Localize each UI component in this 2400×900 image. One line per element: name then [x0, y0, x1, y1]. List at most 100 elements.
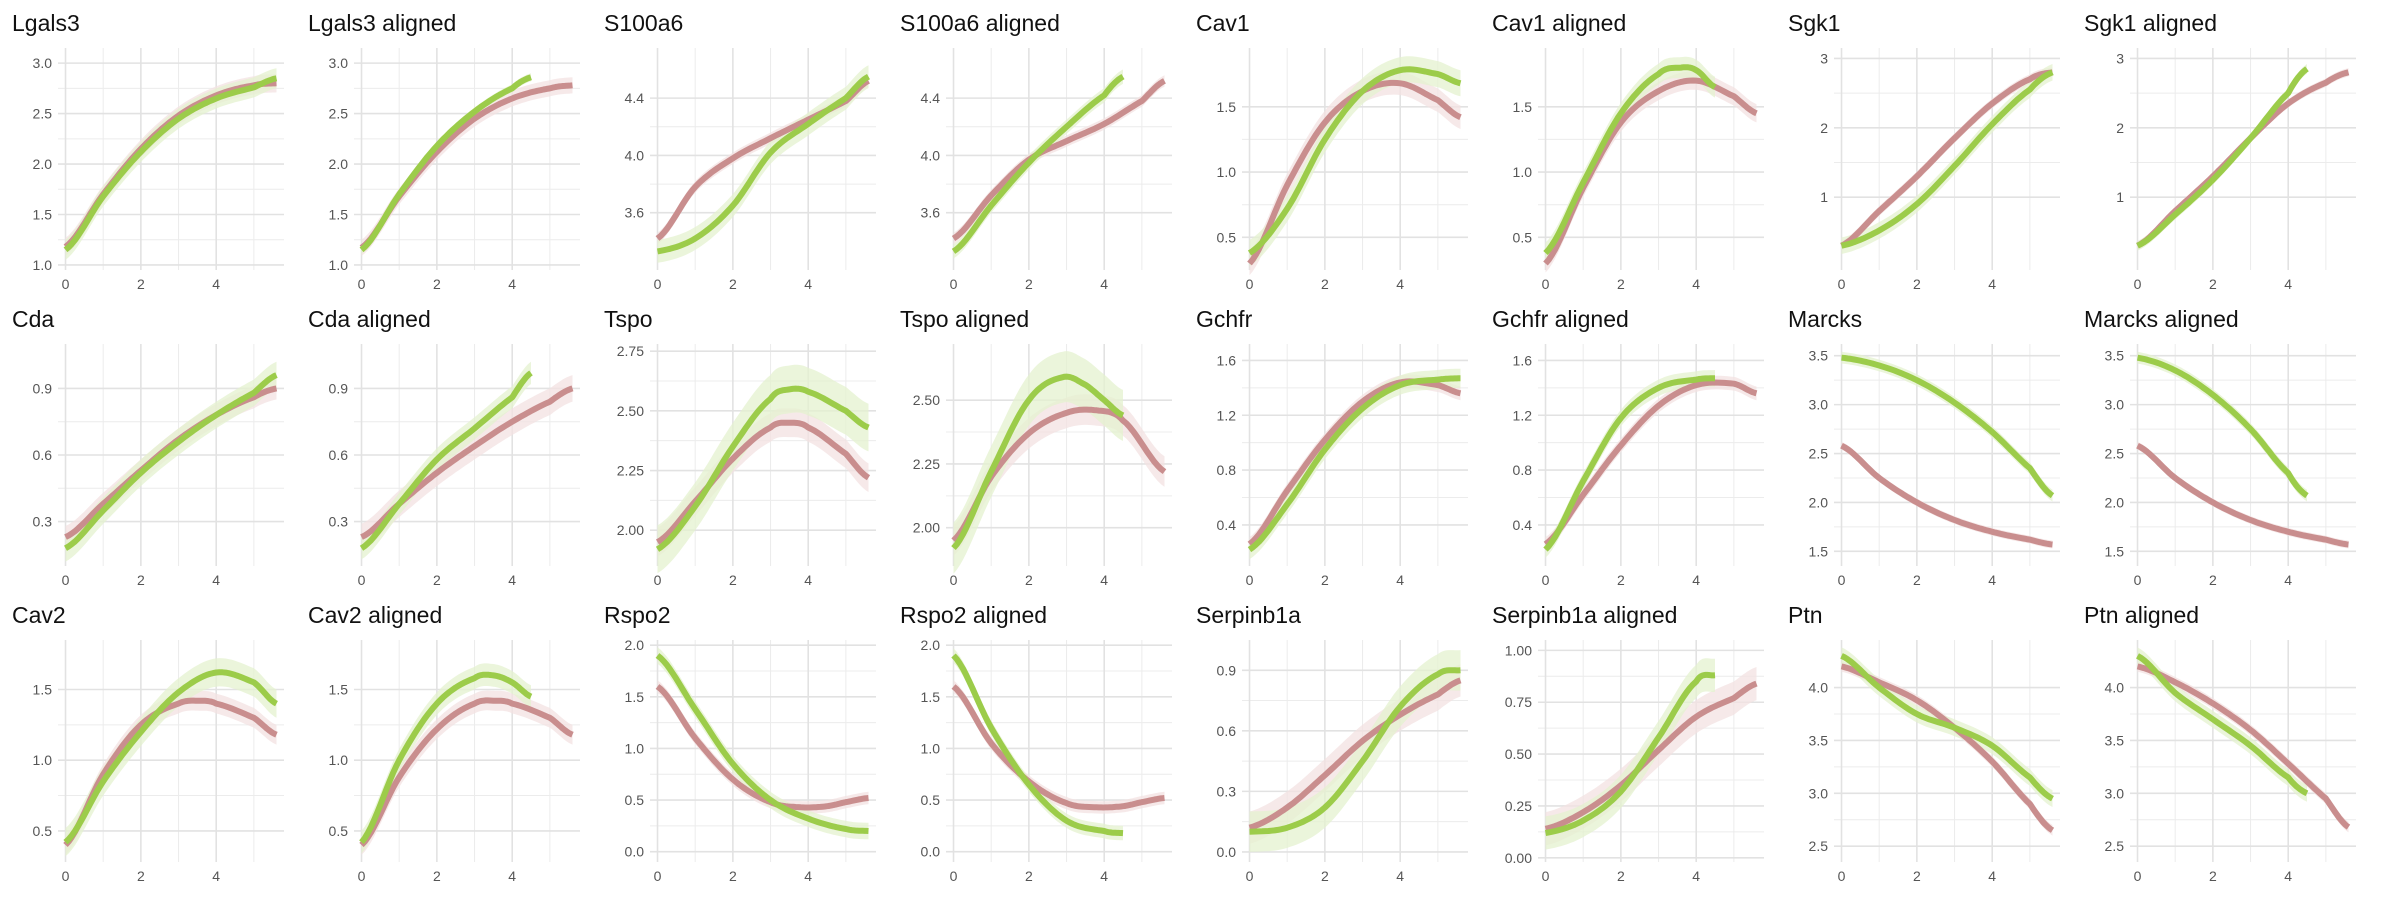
series-line-pink — [1840, 663, 2055, 833]
y-tick-label: 1.5 — [1809, 543, 1829, 559]
chart-panel: Tspo aligned 0 2 4 2.00 2.25 2.50 — [888, 296, 1182, 591]
x-tick-label: 0 — [1838, 276, 1846, 292]
x-tick-label: 4 — [2284, 276, 2292, 292]
series-line-green — [64, 372, 278, 551]
y-tick-label: 2.0 — [921, 637, 941, 653]
x-tick-label: 2 — [729, 868, 737, 884]
y-tick-label: 3.6 — [921, 205, 941, 221]
y-tick-label: 0.5 — [1217, 229, 1237, 245]
series-line-green — [1840, 653, 2054, 802]
y-tick-label: 2.5 — [2105, 446, 2125, 462]
y-tick-label: 1.0 — [33, 752, 53, 768]
chart-panel: Gchfr 0 2 4 0.4 0.8 1.2 1.6 — [1184, 296, 1478, 591]
x-tick-label: 0 — [1838, 572, 1846, 588]
y-tick-label: 2.0 — [625, 637, 645, 653]
y-tick-label: 0.00 — [1505, 850, 1532, 866]
y-tick-label: 0.8 — [1217, 462, 1237, 478]
y-tick-label: 2 — [2116, 120, 2124, 136]
y-tick-label: 3.0 — [1809, 397, 1829, 413]
series-line-pink — [359, 697, 574, 848]
chart-panel: Marcks aligned 0 2 4 1.5 2.0 2.5 3.0 3.5 — [2072, 296, 2366, 591]
confidence-band-pink — [65, 74, 277, 256]
chart-svg: 0 2 4 1.0 1.5 2.0 2.5 3.0 — [329, 48, 580, 292]
chart-svg: 0 2 4 2.5 3.0 3.5 4.0 — [2105, 640, 2356, 884]
x-tick-label: 4 — [1396, 572, 1404, 588]
series-line-pink — [1543, 379, 1758, 547]
x-tick-label: 4 — [1396, 868, 1404, 884]
x-tick-label: 4 — [212, 572, 220, 588]
y-tick-label: 1.6 — [1217, 352, 1237, 368]
x-tick-label: 0 — [62, 276, 70, 292]
y-tick-label: 2.00 — [913, 520, 940, 536]
confidence-band-green — [953, 648, 1123, 841]
x-tick-label: 0 — [654, 276, 662, 292]
y-tick-label: 0.9 — [329, 380, 349, 396]
x-tick-label: 0 — [358, 868, 366, 884]
series-line-pink — [63, 80, 278, 250]
x-tick-label: 4 — [1988, 572, 1996, 588]
x-tick-label: 4 — [804, 572, 812, 588]
x-tick-label: 2 — [433, 276, 441, 292]
x-tick-label: 2 — [433, 572, 441, 588]
chart-svg: 0 2 4 1.5 2.0 2.5 3.0 3.5 — [1809, 344, 2060, 588]
chart-title: Cav2 — [12, 602, 66, 628]
series-line-pink — [359, 82, 574, 251]
series-line-green — [2136, 354, 2309, 499]
x-tick-label: 2 — [137, 572, 145, 588]
x-tick-label: 0 — [2134, 572, 2142, 588]
series-line-pink — [63, 697, 278, 848]
y-tick-label: 0.5 — [921, 792, 941, 808]
x-tick-label: 0 — [1246, 868, 1254, 884]
chart-title: Serpinb1a — [1196, 602, 1301, 628]
y-tick-label: 3.0 — [329, 55, 349, 71]
series-line-green — [359, 74, 533, 253]
chart-svg: 0 2 4 2.00 2.25 2.50 — [913, 344, 1172, 588]
series-line-pink — [951, 684, 1166, 811]
y-tick-label: 2.0 — [33, 156, 53, 172]
chart-title: Cav1 — [1196, 10, 1250, 36]
chart-title: Gchfr aligned — [1492, 306, 1629, 332]
series-line-pink — [1247, 378, 1462, 547]
series-line-green — [1249, 667, 1462, 835]
y-tick-label: 1.5 — [329, 681, 349, 697]
chart-svg: 0 2 4 0.4 0.8 1.2 1.6 — [1513, 344, 1764, 588]
y-tick-label: 4.0 — [2105, 680, 2125, 696]
y-tick-label: 1.0 — [625, 740, 645, 756]
y-tick-label: 1.0 — [1217, 164, 1237, 180]
confidence-band-pink — [657, 408, 869, 557]
x-tick-label: 4 — [804, 868, 812, 884]
chart-svg: 0 2 4 0.00 0.25 0.50 0.75 1.00 — [1505, 640, 1764, 884]
x-tick-label: 4 — [1100, 868, 1108, 884]
chart-svg: 0 2 4 1.0 1.5 2.0 2.5 3.0 — [33, 48, 284, 292]
x-tick-label: 0 — [654, 572, 662, 588]
y-tick-label: 0.5 — [33, 823, 53, 839]
x-tick-label: 4 — [804, 276, 812, 292]
y-tick-label: 0.75 — [1505, 694, 1532, 710]
y-tick-label: 0.6 — [329, 447, 349, 463]
x-tick-label: 2 — [2209, 276, 2217, 292]
x-tick-label: 2 — [729, 572, 737, 588]
y-tick-label: 1.5 — [2105, 543, 2125, 559]
series-line-green — [2136, 66, 2309, 249]
y-tick-label: 2.5 — [329, 106, 349, 122]
chart-panel: Marcks 0 2 4 1.5 2.0 2.5 3.0 3.5 — [1776, 296, 2070, 591]
series-line-pink — [1544, 680, 1758, 832]
y-tick-label: 0.25 — [1505, 798, 1532, 814]
chart-panel: Cav2 0 2 4 0.5 1.0 1.5 — [0, 592, 294, 887]
x-tick-label: 2 — [1025, 276, 1033, 292]
chart-svg: 0 2 4 3.6 4.0 4.4 — [625, 48, 876, 292]
x-tick-label: 2 — [2209, 572, 2217, 588]
x-tick-label: 0 — [2134, 276, 2142, 292]
series-line-green — [63, 75, 278, 253]
confidence-band-pink — [361, 375, 573, 551]
chart-panel: Cda aligned 0 2 4 0.3 0.6 0.9 — [296, 296, 590, 591]
confidence-band-green — [953, 351, 1123, 574]
y-tick-label: 0.50 — [1505, 746, 1532, 762]
chart-panel: Rspo2 0 2 4 0.0 0.5 1.0 1.5 2.0 — [592, 592, 886, 887]
x-tick-label: 2 — [1321, 572, 1329, 588]
y-tick-label: 0.4 — [1513, 517, 1533, 533]
y-tick-label: 3.0 — [2105, 785, 2125, 801]
series-line-green — [359, 671, 533, 845]
y-tick-label: 2.0 — [2105, 494, 2125, 510]
